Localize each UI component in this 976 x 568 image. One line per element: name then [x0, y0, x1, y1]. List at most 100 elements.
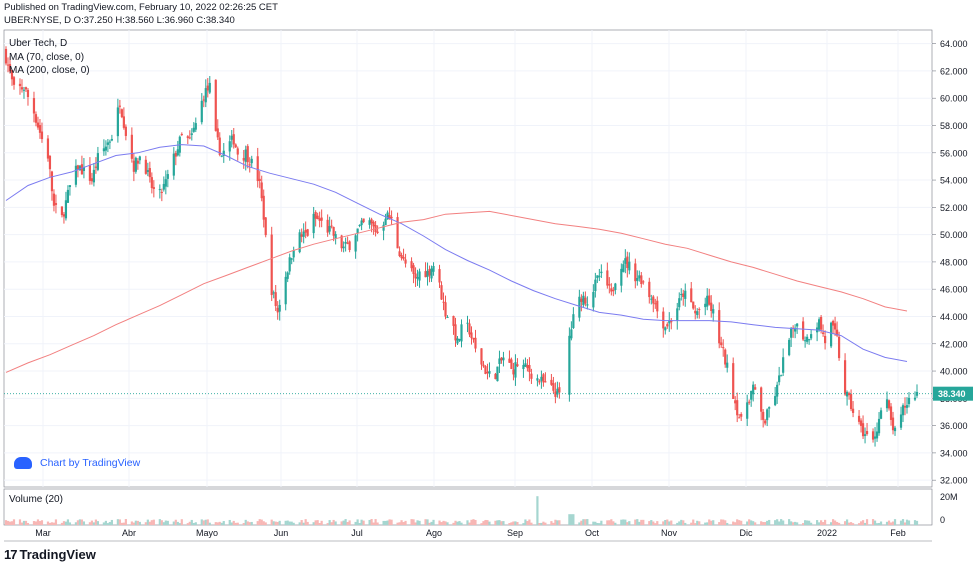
volume-bar	[538, 522, 541, 525]
candle-body	[164, 179, 167, 187]
x-tick-label: Mar	[35, 528, 51, 538]
volume-bar	[598, 523, 601, 525]
candle-body	[96, 153, 99, 170]
volume-bar	[48, 522, 52, 525]
volume-bar	[432, 519, 435, 525]
volume-bar	[718, 522, 721, 525]
candle-body	[652, 296, 655, 304]
candle-body	[222, 150, 225, 156]
volume-bar	[202, 520, 205, 525]
candle-body	[318, 218, 321, 221]
candle-body	[580, 298, 583, 302]
volume-bar	[578, 522, 581, 525]
volume-bar	[124, 519, 127, 525]
candle-body	[48, 155, 52, 170]
volume-bar	[356, 519, 359, 525]
candle-body	[244, 149, 247, 162]
volume-bar	[540, 522, 543, 525]
volume-bar	[300, 520, 303, 525]
candle-body	[704, 303, 707, 308]
candle-body	[877, 418, 881, 434]
candle-body	[122, 116, 125, 128]
volume-bar	[134, 520, 137, 525]
volume-bar	[552, 522, 555, 525]
candle-body	[612, 289, 615, 292]
candle-body	[486, 371, 489, 374]
volume-bar	[220, 522, 223, 525]
volume-bar	[580, 520, 583, 525]
volume-bar	[362, 520, 365, 525]
legend-ma70[interactable]: MA (70, close, 0)	[9, 52, 85, 63]
volume-bar	[818, 522, 821, 525]
volume-bar	[680, 519, 683, 525]
volume-bar	[628, 521, 631, 525]
candle-body	[666, 324, 669, 327]
candle-body	[778, 375, 781, 383]
volume-bar	[354, 521, 357, 525]
volume-bar	[480, 523, 483, 525]
volume-bar	[460, 522, 463, 525]
volume-bar	[678, 521, 681, 525]
candle-body	[232, 134, 235, 145]
volume-bar	[360, 519, 363, 525]
candle-body	[120, 109, 123, 118]
y-tick-label: 56.000	[940, 148, 968, 158]
volume-bar	[794, 521, 797, 525]
volume-bar	[682, 520, 685, 525]
candle-body	[774, 396, 777, 406]
volume-bar	[248, 522, 251, 525]
candle-body	[430, 268, 433, 279]
candle-body	[440, 285, 443, 300]
candle-body	[522, 364, 525, 370]
volume-bar	[110, 519, 113, 525]
volume-bar	[414, 522, 417, 525]
volume-bar	[796, 522, 799, 525]
volume-bar	[428, 522, 431, 525]
candle-body	[554, 391, 557, 397]
volume-bar	[837, 522, 841, 525]
candle-body	[206, 85, 209, 91]
candle-body	[290, 258, 293, 260]
legend-ma200[interactable]: MA (200, close, 0)	[9, 65, 90, 76]
candle-body	[92, 169, 96, 183]
legend-volume[interactable]: Volume (20)	[9, 494, 63, 505]
candle-body	[452, 315, 455, 326]
volume-bar	[859, 521, 863, 525]
candle-body	[907, 397, 911, 405]
candle-body	[22, 89, 26, 91]
candle-body	[708, 295, 711, 305]
volume-bar	[250, 521, 253, 525]
volume-bar	[396, 522, 399, 525]
volume-bar	[374, 519, 377, 525]
volume-bar	[92, 522, 96, 525]
volume-bar	[706, 522, 709, 525]
x-tick-label: Ago	[426, 528, 442, 538]
volume-bar	[484, 519, 487, 525]
y-tick-label: 62.000	[940, 66, 968, 76]
volume-bar	[885, 521, 889, 525]
chart-watermark[interactable]: Chart by TradingView	[14, 457, 140, 470]
x-tick-label: Jun	[274, 528, 289, 538]
candle-body	[354, 235, 357, 252]
candle-body	[596, 275, 599, 279]
volume-bar	[272, 521, 275, 525]
volume-bar	[388, 519, 391, 525]
candle-body	[344, 242, 347, 244]
candle-body	[102, 148, 105, 152]
volume-bar	[416, 520, 419, 525]
candle-body	[376, 231, 379, 233]
volume-bar	[208, 522, 211, 525]
candle-body	[822, 332, 825, 334]
candle-body	[340, 235, 343, 249]
volume-bar	[116, 519, 119, 525]
volume-bar	[230, 522, 233, 525]
candle-body	[192, 127, 195, 132]
volume-bar	[258, 519, 261, 525]
volume-bar	[20, 522, 24, 525]
volume-bar	[80, 519, 84, 525]
candle-body	[216, 128, 219, 138]
volume-bar	[242, 523, 245, 525]
volume-bar	[340, 521, 343, 525]
candle-body	[508, 358, 511, 363]
